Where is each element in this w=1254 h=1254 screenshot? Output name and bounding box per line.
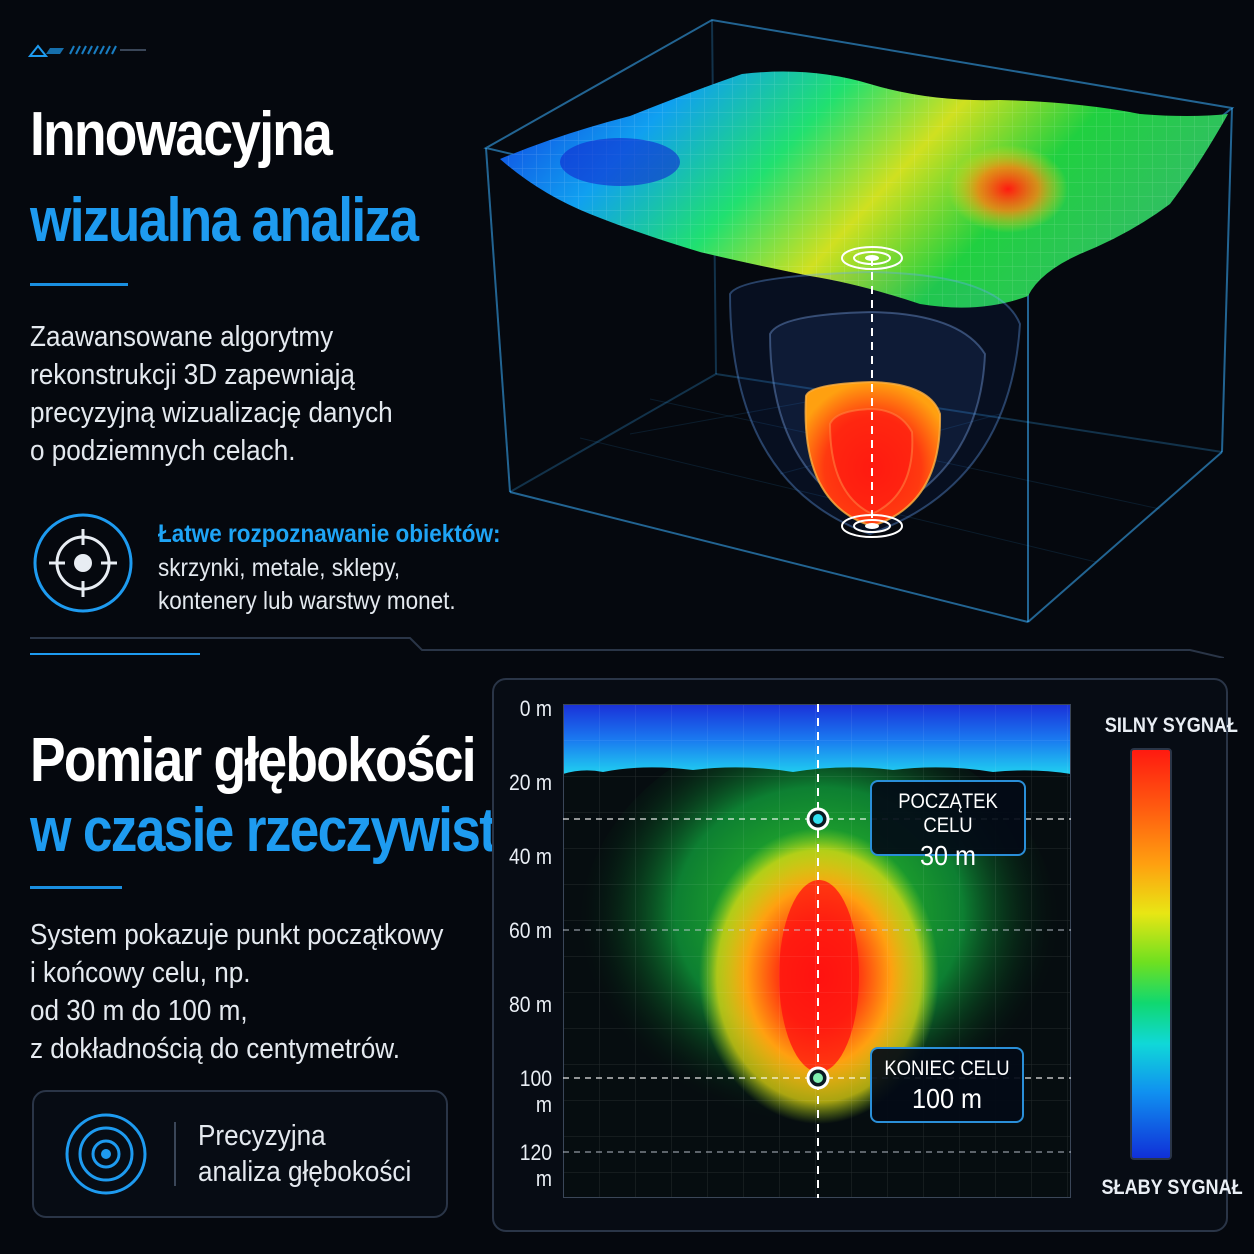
feature-line: skrzynki, metale, sklepy,: [158, 554, 401, 582]
depth-axis: 0 m 20 m 40 m 60 m 80 m 100 m 120 m: [492, 696, 554, 1198]
terrain-3d-visualization: [483, 18, 1235, 623]
box-text: Precyzyjna analiza głębokości: [198, 1118, 435, 1190]
target-start-label: POCZĄTEK CELU: [898, 790, 998, 837]
box-line: Precyzyjna: [198, 1120, 326, 1152]
bottom-paragraph-line: i końcowy celu, np.: [30, 957, 251, 989]
box-line: analiza głębokości: [198, 1156, 412, 1188]
target-start-callout: POCZĄTEK CELU 30 m: [870, 780, 1026, 871]
target-start-marker-dot: [813, 814, 823, 824]
target-end-marker-dot: [813, 1073, 823, 1083]
depth-tick-label: 20 m: [508, 770, 552, 795]
depth-tick-label: 60 m: [508, 918, 552, 943]
bottom-heading-line1: Pomiar głębokości: [30, 726, 477, 795]
top-paragraph-line: precyzyjną wizualizację danych: [30, 397, 393, 429]
target-start-value: 30 m: [919, 840, 977, 871]
bottom-heading-rule: [30, 886, 122, 889]
concentric-target-icon: [65, 1113, 147, 1195]
top-heading-line1: Innowacyjna: [30, 100, 333, 169]
top-paragraph-line: o podziemnych celach.: [30, 435, 296, 467]
bottom-paragraph-line: z dokładnością do centymetrów.: [30, 1033, 400, 1065]
target-end-callout: KONIEC CELU 100 m: [870, 1047, 1024, 1123]
bottom-paragraph-line: od 30 m do 100 m,: [30, 995, 248, 1027]
top-heading-line2: wizualna analiza: [30, 186, 419, 255]
depth-tick-label: 80 m: [508, 992, 552, 1017]
depth-analysis-box: Precyzyjna analiza głębokości: [32, 1090, 448, 1218]
top-heading-rule: [30, 283, 128, 286]
section-divider: [30, 637, 1224, 658]
feature-title: Łatwe rozpoznawanie obiektów:: [158, 520, 501, 548]
depth-tick-label: 100 m: [519, 1066, 552, 1117]
corner-decoration: [28, 44, 146, 57]
legend-strong-label: SILNY SYGNAŁ: [1104, 714, 1238, 737]
bottom-heading-line2: w czasie rzeczywistym: [30, 796, 571, 865]
crosshair-target-icon: [33, 513, 133, 613]
depth-tick-label: 120 m: [519, 1140, 552, 1191]
legend-weak-label: SŁABY SYGNAŁ: [1101, 1176, 1243, 1199]
box-separator: [174, 1122, 176, 1186]
top-paragraph-line: rekonstrukcji 3D zapewniają: [30, 359, 355, 391]
target-end-value: 100 m: [911, 1083, 983, 1114]
feature-list: skrzynki, metale, sklepy, kontenery lub …: [158, 552, 489, 618]
feature-line: kontenery lub warstwy monet.: [158, 587, 456, 615]
depth-tick-label: 0 m: [519, 696, 552, 721]
top-paragraph: Zaawansowane algorytmy rekonstrukcji 3D …: [30, 318, 433, 470]
depth-chart-overlay: [563, 704, 1071, 1198]
depth-tick-label: 40 m: [508, 844, 552, 869]
top-paragraph-line: Zaawansowane algorytmy: [30, 321, 334, 353]
target-end-label: KONIEC CELU: [884, 1057, 1010, 1080]
bottom-paragraph-line: System pokazuje punkt początkowy: [30, 919, 444, 951]
signal-legend-bar: [1130, 748, 1172, 1160]
bottom-paragraph: System pokazuje punkt początkowy i końco…: [30, 916, 489, 1068]
